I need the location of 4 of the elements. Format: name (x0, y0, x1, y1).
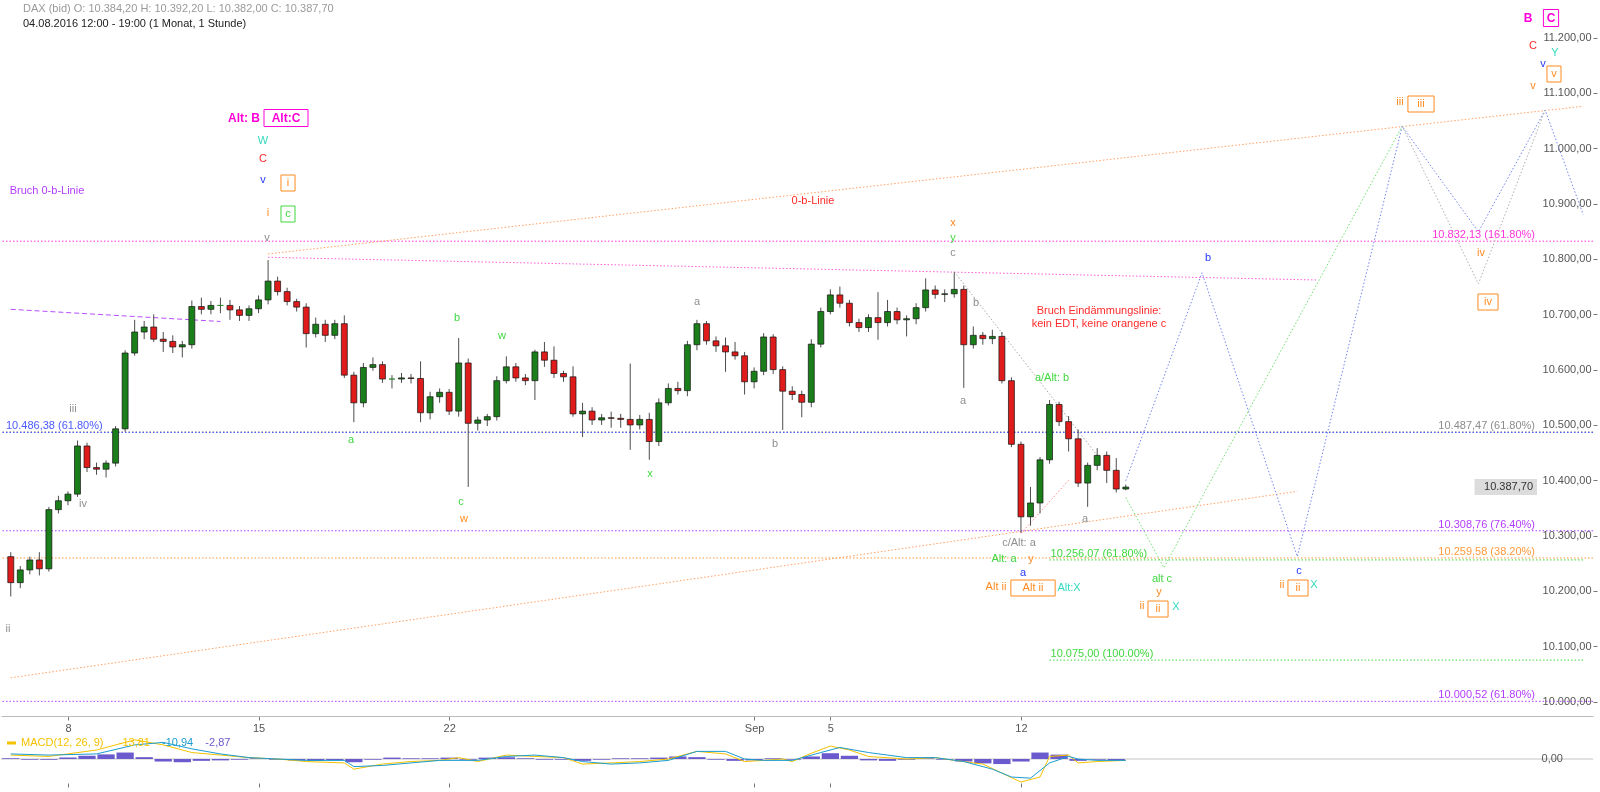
series-label: -10,94 (162, 736, 194, 748)
series-label: -2,87 (205, 736, 231, 748)
annotation: 0,00 (1541, 752, 1563, 764)
legend-title: MACD(12, 26, 9) (21, 736, 104, 748)
